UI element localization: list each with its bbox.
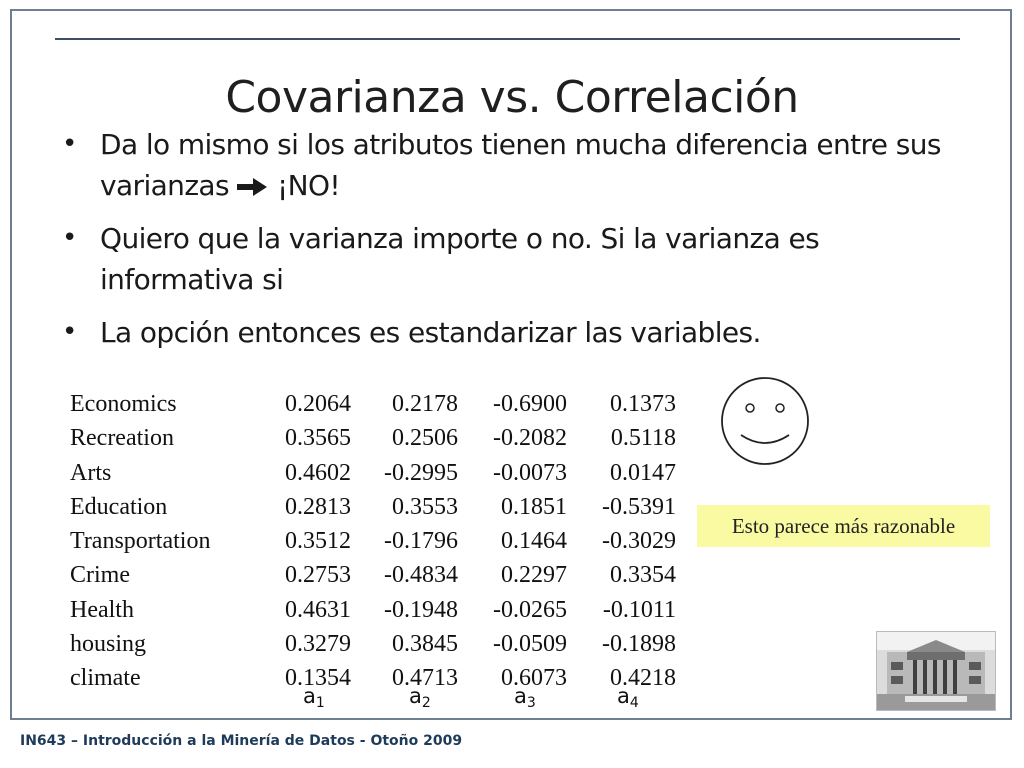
table-cell: 0.2813 (285, 493, 351, 520)
table-cell: 0.2178 (392, 391, 458, 417)
title-rule (55, 38, 960, 40)
slide-frame (10, 9, 1012, 720)
bullet-dot-icon: • (62, 223, 77, 253)
table-cell: -0.0073 (493, 459, 567, 486)
bullet-item: • Da lo mismo si los atributos tienen mu… (56, 124, 976, 206)
table-cell: 0.4602 (285, 459, 351, 486)
table-cell: 0.1354 (285, 665, 351, 692)
column-labels: a1 a2 a3 a4 (0, 684, 1024, 714)
table-cell: 0.1464 (501, 528, 567, 555)
row-label: Crime (70, 562, 130, 589)
bullet-text: La opción entonces es estandarizar las v… (100, 316, 761, 349)
bullet-list: • Da lo mismo si los atributos tienen mu… (56, 124, 976, 365)
table-cell: 0.4218 (610, 665, 676, 692)
table-cell: 0.3845 (392, 631, 458, 658)
table-cell: -0.0265 (493, 596, 567, 623)
row-label: climate (70, 665, 141, 692)
arrow-right-icon (236, 178, 267, 196)
table-cell: 0.3565 (285, 425, 351, 452)
table-cell: -0.1796 (384, 528, 458, 555)
table-cell: -0.2082 (493, 425, 567, 452)
column-label-a1: a1 (303, 684, 325, 711)
column-label-a4: a4 (617, 684, 639, 711)
table-cell: -0.1011 (602, 596, 676, 623)
table-cell: -0.6900 (493, 391, 567, 417)
table-cell: 0.2064 (285, 391, 351, 417)
row-label: housing (70, 631, 147, 658)
row-label: Arts (70, 459, 112, 486)
bullet-emphasis: ¡NO! (276, 169, 341, 202)
table-cell: -0.2995 (384, 459, 458, 486)
table-cell: 0.3279 (285, 631, 351, 658)
table-cell: -0.1898 (602, 631, 676, 658)
bullet-item: • Quiero que la varianza importe o no. S… (56, 218, 976, 300)
row-label: Transportation (70, 528, 211, 555)
table-cell: 0.5118 (610, 425, 676, 452)
table-cell: 0.1851 (501, 493, 567, 520)
table-cell: 0.2506 (392, 425, 458, 452)
slide-title: Covarianza vs. Correlación (225, 72, 799, 123)
smiley-face-icon (721, 377, 809, 465)
table-cell: 0.0147 (610, 459, 676, 486)
table-cell: 0.3553 (392, 493, 458, 520)
bullet-dot-icon: • (62, 317, 77, 347)
table-cell: -0.5391 (602, 493, 676, 520)
table-cell: 0.3354 (610, 562, 676, 589)
table-cell: -0.0509 (493, 631, 567, 658)
row-label: Recreation (70, 425, 174, 452)
table-cell: 0.3512 (285, 528, 351, 555)
bullet-item: • La opción entonces es estandarizar las… (56, 312, 976, 353)
row-label: Economics (70, 391, 177, 417)
table-cell: -0.4834 (384, 562, 458, 589)
bullet-text: Da lo mismo si los atributos tienen much… (100, 128, 941, 202)
table-cell: -0.3029 (602, 528, 676, 555)
table-cell: 0.1373 (610, 391, 676, 417)
row-label: Health (70, 596, 134, 623)
table-cell: 0.6073 (501, 665, 567, 692)
footer-text: IN643 – Introducción a la Minería de Dat… (20, 733, 463, 749)
table-cell: 0.2297 (501, 562, 567, 589)
bullet-dot-icon: • (62, 129, 77, 159)
column-label-a3: a3 (514, 684, 536, 711)
table-cell: 0.4713 (392, 665, 458, 692)
row-label: Education (70, 493, 168, 520)
table-cell: 0.4631 (285, 596, 351, 623)
column-label-a2: a2 (409, 684, 431, 711)
note-box: Esto parece más razonable (697, 505, 990, 547)
bullet-text: Quiero que la varianza importe o no. Si … (100, 222, 820, 296)
table-cell: 0.2753 (285, 562, 351, 589)
table-cell: -0.1948 (384, 596, 458, 623)
building-photo (876, 631, 996, 711)
